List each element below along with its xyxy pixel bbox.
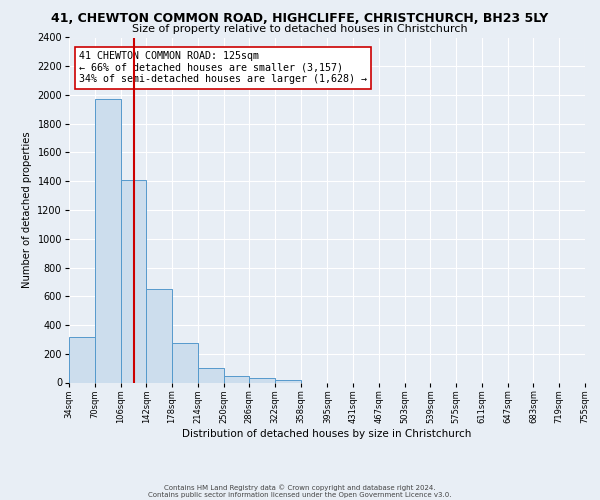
Text: 41 CHEWTON COMMON ROAD: 125sqm
← 66% of detached houses are smaller (3,157)
34% : 41 CHEWTON COMMON ROAD: 125sqm ← 66% of … <box>79 52 367 84</box>
X-axis label: Distribution of detached houses by size in Christchurch: Distribution of detached houses by size … <box>182 429 472 439</box>
Bar <box>95 100 121 383</box>
Text: Contains HM Land Registry data © Crown copyright and database right 2024.: Contains HM Land Registry data © Crown c… <box>164 484 436 491</box>
Bar <box>146 289 172 382</box>
Bar <box>69 336 95 382</box>
Text: Contains public sector information licensed under the Open Government Licence v3: Contains public sector information licen… <box>148 492 452 498</box>
Bar <box>121 180 146 382</box>
Bar <box>250 378 275 382</box>
Bar <box>172 343 198 382</box>
Bar <box>275 380 301 382</box>
Text: Size of property relative to detached houses in Christchurch: Size of property relative to detached ho… <box>132 24 468 34</box>
Bar <box>198 368 224 382</box>
Y-axis label: Number of detached properties: Number of detached properties <box>22 132 32 288</box>
Text: 41, CHEWTON COMMON ROAD, HIGHCLIFFE, CHRISTCHURCH, BH23 5LY: 41, CHEWTON COMMON ROAD, HIGHCLIFFE, CHR… <box>52 12 548 26</box>
Bar <box>224 376 250 382</box>
